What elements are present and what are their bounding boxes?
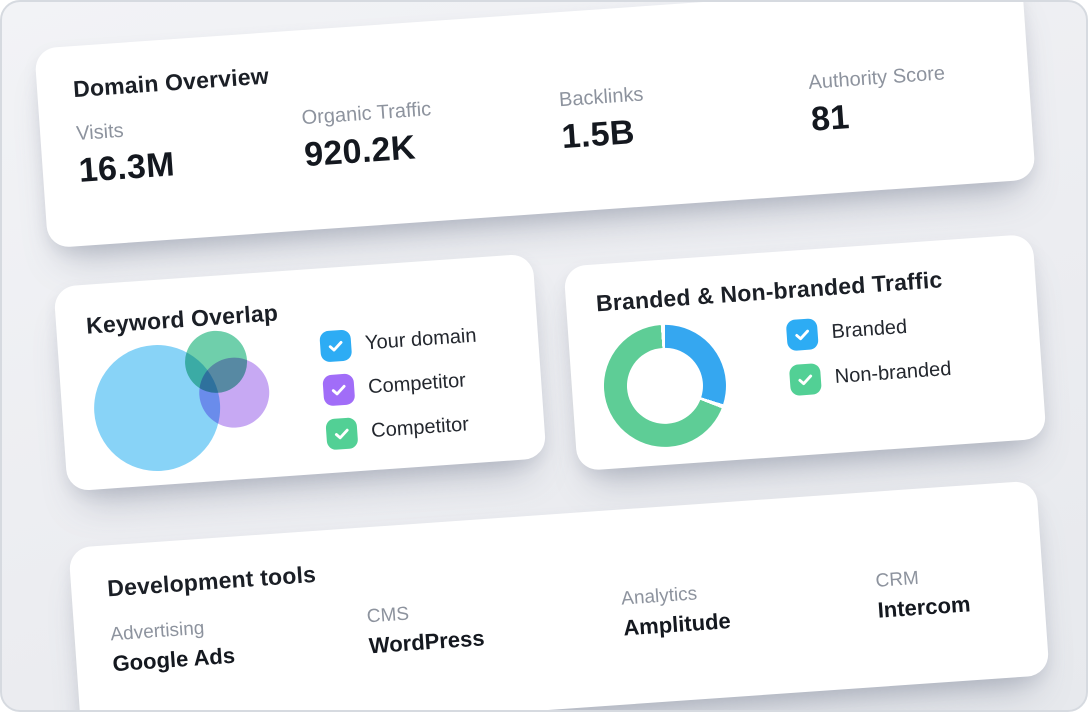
checkbox-checked-icon[interactable]	[319, 329, 353, 363]
legend-item-competitor-1: Competitor	[322, 365, 480, 407]
metric-authority-score: Authority Score 81	[808, 62, 949, 139]
checkbox-checked-icon[interactable]	[322, 373, 356, 407]
metric-organic-traffic: Organic Traffic 920.2K	[301, 89, 563, 175]
tool-category: CRM	[874, 567, 920, 592]
tool-name: Intercom	[876, 591, 972, 623]
legend-label: Your domain	[364, 324, 478, 355]
tool-analytics: Analytics Amplitude	[621, 571, 879, 642]
branded-traffic-legend: Branded Non-branded	[785, 309, 956, 438]
checkbox-checked-icon[interactable]	[325, 417, 359, 451]
keyword-overlap-card: Keyword Overlap Your domain Competitor	[53, 253, 547, 492]
donut-chart	[599, 320, 731, 451]
development-tools-card: Development tools Advertising Google Ads…	[68, 480, 1050, 710]
tool-cms: CMS WordPress	[366, 589, 624, 660]
legend-item-branded: Branded	[785, 309, 950, 352]
checkbox-checked-icon[interactable]	[788, 362, 822, 397]
legend-label: Competitor	[370, 413, 470, 443]
keyword-overlap-legend: Your domain Competitor Competitor	[319, 321, 485, 466]
metric-value: 81	[809, 98, 851, 139]
legend-label: Branded	[830, 315, 908, 344]
domain-overview-card: Domain Overview Visits 16.3M Organic Tra…	[34, 2, 1036, 249]
tool-advertising: Advertising Google Ads	[110, 606, 370, 677]
legend-item-your-domain: Your domain	[319, 321, 477, 363]
legend-label: Non-branded	[834, 357, 953, 388]
branded-traffic-card: Branded & Non-branded Traffic Branded No…	[563, 233, 1047, 472]
metric-backlinks: Backlinks 1.5B	[558, 72, 812, 157]
venn-diagram	[87, 327, 314, 482]
tool-crm: CRM Intercom	[875, 564, 971, 623]
metric-value: 16.3M	[77, 145, 176, 190]
legend-item-non-branded: Non-branded	[788, 354, 953, 397]
metric-visits: Visits 16.3M	[76, 107, 306, 191]
legend-item-competitor-2: Competitor	[325, 408, 483, 451]
metric-label: Authority Score	[807, 62, 946, 94]
legend-label: Competitor	[367, 369, 467, 399]
checkbox-checked-icon[interactable]	[785, 318, 819, 352]
